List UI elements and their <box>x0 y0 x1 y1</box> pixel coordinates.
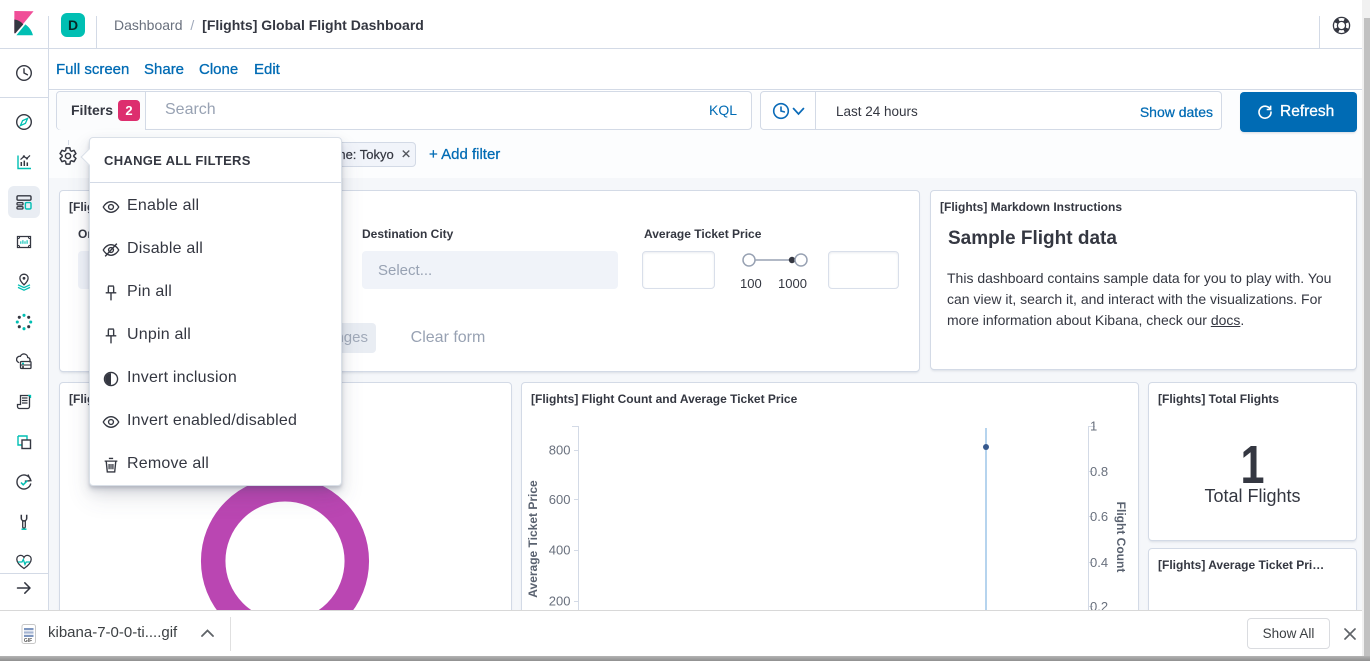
svg-text:GIF: GIF <box>24 638 32 644</box>
svg-text:Average Ticket Price: Average Ticket Price <box>526 480 540 598</box>
svg-text:1: 1 <box>1090 419 1097 434</box>
svg-text:200: 200 <box>549 594 571 609</box>
svg-text:0.8: 0.8 <box>1090 464 1108 479</box>
svg-text:Flight Count: Flight Count <box>1114 502 1128 573</box>
svg-text:600: 600 <box>549 492 571 507</box>
svg-text:0.6: 0.6 <box>1090 509 1108 524</box>
svg-text:800: 800 <box>549 443 571 458</box>
svg-text:0.4: 0.4 <box>1090 555 1108 570</box>
svg-text:400: 400 <box>549 543 571 558</box>
